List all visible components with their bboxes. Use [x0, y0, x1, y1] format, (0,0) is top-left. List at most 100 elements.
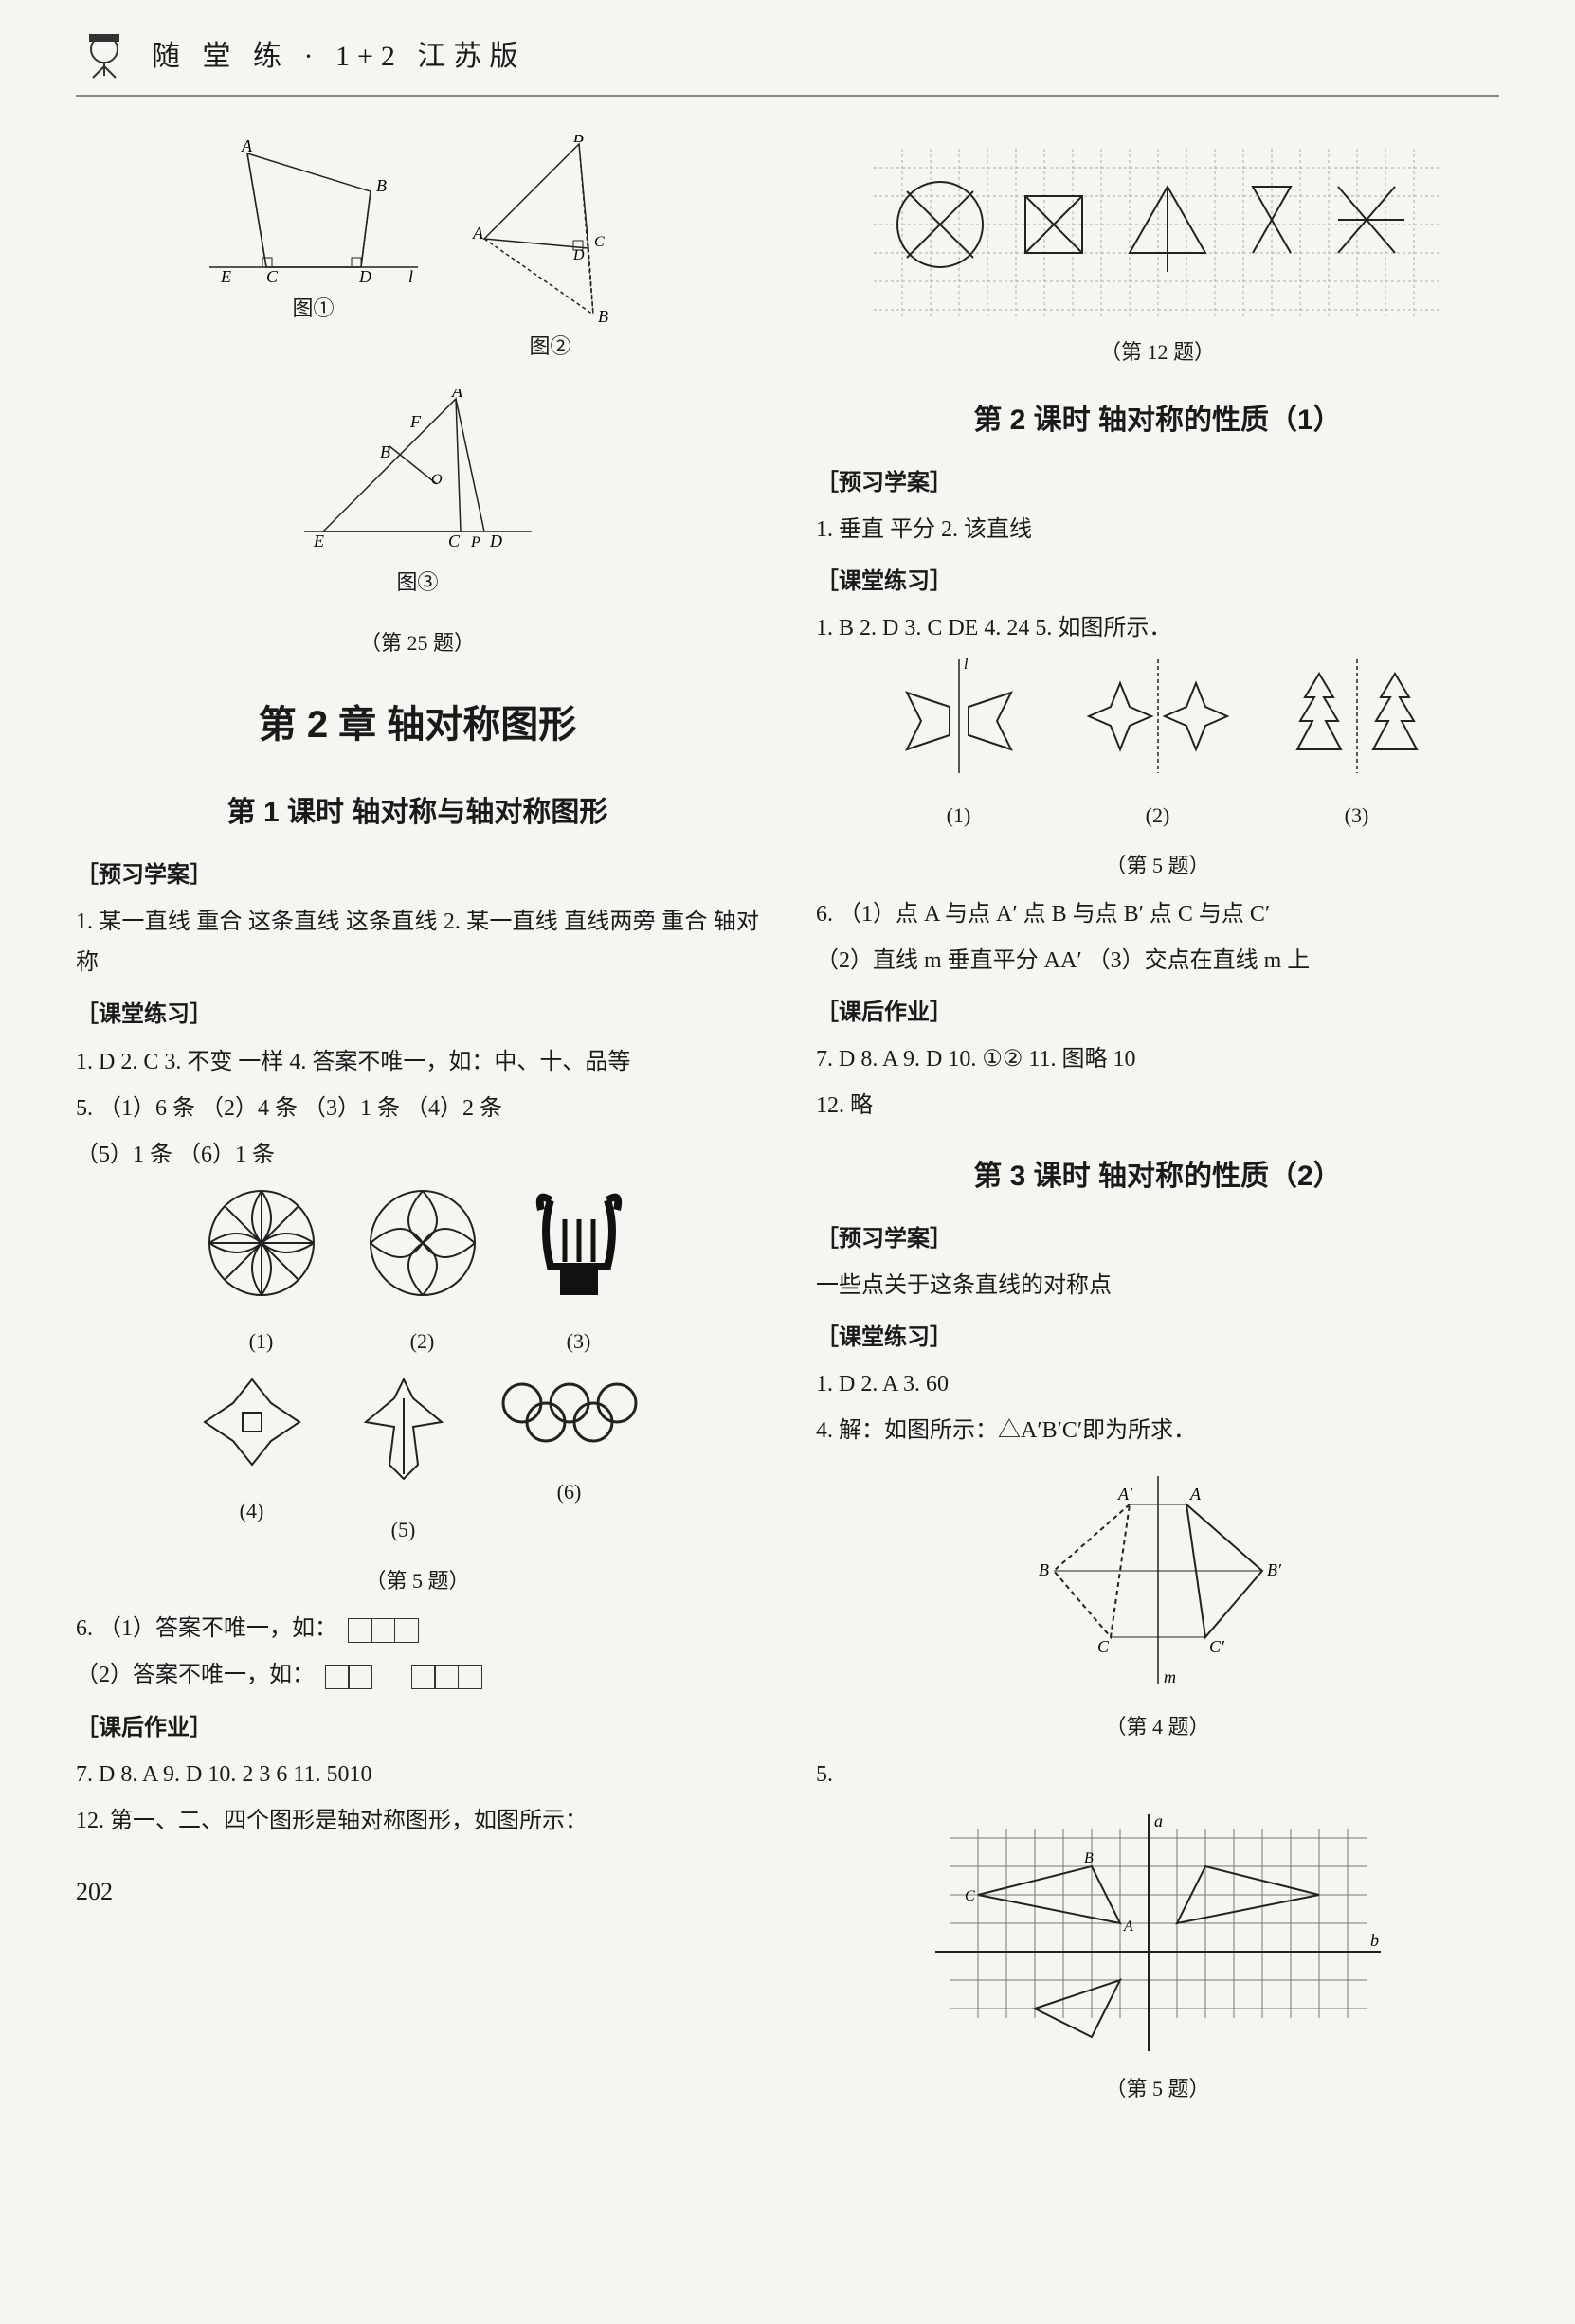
r-class-line-1: 1. B 2. D 3. C DE 4. 24 5. 如图所示． [816, 608, 1499, 649]
figure-5-2: (2) [361, 1181, 484, 1370]
r-figure-5-1: l (1) [878, 655, 1040, 843]
r-figure-5-caption: （第 5 题） [816, 847, 1499, 885]
figure-5-5-label: (5) [352, 1511, 456, 1549]
r-figure-5-2-label: (2) [1077, 797, 1239, 835]
class-items-c: （5）1 条 （6）1 条 [76, 1135, 759, 1176]
figure-5-2-label: (2) [361, 1323, 484, 1360]
svg-text:A′: A′ [1117, 1485, 1133, 1504]
figure-5-5: (5) [352, 1370, 456, 1558]
svg-text:C: C [448, 531, 461, 550]
figure-5-6: (6) [494, 1370, 645, 1558]
figure-4: m A A′ B′ B C′ C [816, 1467, 1499, 1694]
svg-text:B: B [598, 307, 608, 324]
r-preview-1: 1. 垂直 平分 2. 该直线 [816, 510, 1499, 550]
figure-5-row1: (1) (2) [76, 1181, 759, 1370]
r-figure-5-3: (3) [1276, 655, 1438, 843]
svg-text:C′: C′ [1209, 1637, 1225, 1656]
page-header: 随 堂 练 · 1+2 江苏版 [76, 28, 1499, 97]
lesson-3-title: 第 3 课时 轴对称的性质（2） [816, 1151, 1499, 1202]
svg-text:D: D [489, 531, 502, 550]
l3-class-line-1: 1. D 2. A 3. 60 [816, 1364, 1499, 1405]
class-items-a: 1. D 2. C 3. 不变 一样 4. 答案不唯一，如：中、十、品等 [76, 1042, 759, 1083]
figure-5-3: (3) [522, 1181, 636, 1370]
svg-text:E: E [220, 267, 231, 286]
svg-text:a: a [1154, 1811, 1163, 1830]
svg-text:B: B [1039, 1560, 1049, 1579]
figure-5-3-label: (3) [522, 1323, 636, 1360]
figure-25-1: A B E C D l 图① [200, 135, 427, 375]
figure-5b-caption: （第 5 题） [816, 2070, 1499, 2108]
r-hw-line-2: 12. 略 [816, 1086, 1499, 1126]
svg-text:O: O [431, 472, 443, 488]
class-items-b: 5. （1）6 条 （2）4 条 （3）1 条 （4）2 条 [76, 1089, 759, 1129]
svg-text:C: C [594, 234, 605, 250]
r-hw-line-1: 7. D 8. A 9. D 10. ①② 11. 图略 10 [816, 1039, 1499, 1080]
figure-5-6-label: (6) [494, 1473, 645, 1511]
grid-boxes-icon [326, 1665, 372, 1689]
r-section-class: ［课堂练习］ [816, 562, 1499, 603]
mascot-icon [76, 28, 133, 85]
l3-section-class: ［课堂练习］ [816, 1318, 1499, 1359]
header-title: 随 堂 练 · 1+2 江苏版 [152, 31, 525, 82]
svg-text:B: B [1084, 1850, 1094, 1866]
figure-5-4-label: (4) [190, 1492, 314, 1530]
svg-text:F: F [409, 412, 422, 431]
question-6-2: （2）答案不唯一，如： [76, 1655, 759, 1696]
section-homework-label: ［课后作业］ [76, 1708, 759, 1749]
svg-text:A: A [1123, 1919, 1133, 1935]
figure-25-3-label: 图③ [295, 564, 541, 602]
r-figure-5-row: l (1) (2) [816, 655, 1499, 843]
svg-text:B′: B′ [573, 135, 588, 146]
grid-boxes-icon [412, 1665, 482, 1689]
r-figure-5-1-label: (1) [878, 797, 1040, 835]
svg-text:b: b [1370, 1931, 1379, 1950]
l3-section-preview: ［预习学案］ [816, 1219, 1499, 1260]
figure-12 [816, 149, 1499, 319]
figure-5b: a b B C A [816, 1810, 1499, 2056]
svg-text:m: m [1164, 1667, 1176, 1686]
l3-preview-1: 一些点关于这条直线的对称点 [816, 1266, 1499, 1306]
grid-boxes-icon [349, 1618, 419, 1643]
svg-text:A: A [241, 136, 253, 155]
svg-text:A: A [1189, 1485, 1202, 1504]
svg-text:C: C [266, 267, 279, 286]
figure-25-3: A F B O E C P D 图③ [76, 389, 759, 611]
figure-25-1-label: 图① [200, 290, 427, 328]
svg-text:A: A [472, 224, 484, 243]
r-section-homework: ［课后作业］ [816, 993, 1499, 1034]
svg-text:P: P [470, 534, 480, 550]
r-figure-5-2: (2) [1077, 655, 1239, 843]
figure-4-caption: （第 4 题） [816, 1708, 1499, 1746]
svg-text:l: l [408, 267, 413, 286]
svg-text:D: D [572, 247, 585, 263]
svg-text:C: C [965, 1888, 975, 1904]
figure-25-row1: A B E C D l 图① B′ A D [76, 135, 759, 375]
svg-text:C: C [1097, 1637, 1110, 1656]
svg-text:E: E [313, 531, 324, 550]
figure-5-4: (4) [190, 1370, 314, 1558]
l3-q5: 5. [816, 1755, 1499, 1795]
two-column-layout: A B E C D l 图① B′ A D [76, 135, 1499, 2117]
question-6-1-text: 6. （1）答案不唯一，如： [76, 1616, 337, 1641]
figure-5-row2: (4) (5) (6) [76, 1370, 759, 1558]
question-6-2-text: （2）答案不唯一，如： [76, 1663, 315, 1687]
figure-25-2-label: 图② [465, 328, 636, 366]
right-column: （第 12 题） 第 2 课时 轴对称的性质（1） ［预习学案］ 1. 垂直 平… [816, 135, 1499, 2117]
left-column: A B E C D l 图① B′ A D [76, 135, 759, 2117]
chapter-title: 第 2 章 轴对称图形 [76, 691, 759, 759]
figure-5-caption: （第 5 题） [76, 1562, 759, 1600]
figure-5-1: (1) [200, 1181, 323, 1370]
figure-12-caption: （第 12 题） [816, 333, 1499, 371]
r-figure-5-3-label: (3) [1276, 797, 1438, 835]
figure-5-1-label: (1) [200, 1323, 323, 1360]
svg-text:B: B [376, 176, 387, 195]
preview-text-1: 1. 某一直线 重合 这条直线 这条直线 2. 某一直线 直线两旁 重合 轴对称 [76, 902, 759, 983]
svg-text:B′: B′ [1267, 1560, 1282, 1579]
svg-text:A: A [451, 389, 463, 401]
r-section-preview: ［预习学案］ [816, 463, 1499, 504]
homework-line-1: 7. D 8. A 9. D 10. 2 3 6 11. 5010 [76, 1755, 759, 1795]
question-6-1: 6. （1）答案不唯一，如： [76, 1609, 759, 1649]
l3-q4: 4. 解：如图所示：△A′B′C′即为所求． [816, 1411, 1499, 1451]
svg-text:B: B [380, 442, 390, 461]
svg-text:D: D [358, 267, 371, 286]
